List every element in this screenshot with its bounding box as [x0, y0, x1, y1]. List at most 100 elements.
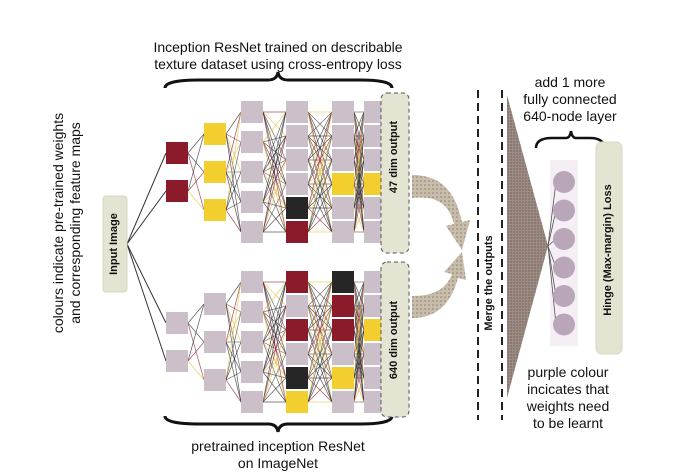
left-note: colours indicate pre-trained weights and… [50, 93, 86, 353]
top-node-l4-3 [332, 173, 354, 195]
top-edge [262, 135, 287, 203]
top-node-l2-2 [241, 161, 263, 183]
output-bottom-box [380, 261, 410, 418]
merge-triangle [507, 95, 548, 398]
top-edge [225, 133, 242, 203]
top-node-l3-4 [286, 197, 308, 219]
bottom-node-l4-0 [332, 271, 354, 293]
bottom-edge [262, 377, 287, 403]
top-edge [262, 201, 287, 233]
bottom-edge [262, 371, 287, 379]
top-edge [262, 135, 287, 173]
fc-node-1 [553, 199, 575, 222]
top-node-l0-1 [166, 180, 188, 202]
bottom-node-l2-4 [241, 391, 263, 413]
top-edge [262, 159, 287, 233]
top-edge [353, 159, 365, 233]
bottom-node-l1-2 [204, 369, 226, 391]
fc-brace [534, 130, 606, 149]
bottom-node-l2-0 [241, 271, 263, 293]
top-node-l3-5 [286, 221, 308, 243]
top-title-line1: Inception ResNet trained on describable [153, 39, 403, 55]
top-edge [307, 111, 333, 209]
bottom-edge [262, 281, 287, 307]
bottom-network-nodes [166, 271, 386, 413]
bottom-edge [225, 303, 242, 313]
top-edge [353, 135, 365, 233]
fc-edge [547, 245, 557, 297]
bottom-edge [307, 305, 333, 403]
top-edge [262, 171, 287, 209]
arrow-top [412, 175, 470, 250]
top-edge [262, 207, 287, 233]
bottom-edge [225, 379, 242, 403]
input-connections [126, 152, 167, 362]
top-edge [187, 171, 205, 192]
top-edge [225, 171, 242, 233]
left-note-line1: colours indicate pre-trained weights [50, 112, 66, 334]
top-edge [225, 171, 242, 203]
add-layer-line3: 640-node layer [523, 108, 617, 124]
bottom-edge [187, 360, 205, 381]
bottom-node-l0-1 [166, 350, 188, 372]
bottom-edge [262, 281, 287, 313]
bottom-edge [262, 305, 287, 343]
top-node-l3-3 [286, 173, 308, 195]
top-edge [225, 133, 242, 143]
bottom-node-l3-4 [286, 367, 308, 389]
bottom-edge [225, 303, 242, 403]
bottom-edge [262, 305, 287, 403]
fc-nodes [553, 171, 575, 336]
top-node-l3-0 [286, 101, 308, 123]
bottom-edge [307, 329, 333, 403]
top-edge [262, 141, 287, 185]
fc-node-0 [553, 171, 575, 193]
purple-note-line1: purple colour [527, 364, 609, 380]
bottom-edge [225, 311, 242, 381]
bottom-edge [262, 341, 287, 403]
bottom-node-l2-1 [241, 301, 263, 323]
bottom-edge [353, 281, 365, 307]
top-edge [307, 207, 333, 233]
bottom-edge [262, 311, 287, 403]
bottom-edge [262, 281, 287, 343]
bottom-node-l3-0 [286, 271, 308, 293]
top-edge [353, 111, 365, 137]
top-node-l4-0 [332, 101, 354, 123]
top-edge [262, 111, 287, 173]
bottom-edge [262, 341, 287, 379]
bottom-edge [262, 329, 287, 343]
bottom-edge [262, 329, 287, 403]
top-edge [353, 111, 365, 161]
top-edge [225, 133, 242, 233]
top-edge [262, 111, 287, 233]
bottom-node-l1-1 [204, 331, 226, 353]
top-edge [307, 183, 333, 233]
top-node-l2-1 [241, 131, 263, 153]
top-edge [225, 111, 242, 211]
bottom-edge [262, 311, 287, 331]
top-edge [262, 159, 287, 173]
top-edge [262, 111, 287, 137]
bottom-edge [307, 281, 333, 331]
top-node-l1-0 [204, 123, 226, 145]
fc-node-4 [553, 285, 575, 307]
top-node-l4-2 [332, 149, 354, 171]
bottom-edge [262, 311, 287, 355]
bottom-edge [307, 353, 333, 403]
bottom-edge [307, 281, 333, 355]
top-edge [353, 111, 365, 185]
bottom-edge [307, 281, 333, 379]
top-edge [262, 183, 287, 203]
bottom-edge [307, 281, 333, 307]
top-edge [262, 141, 287, 209]
bottom-edge [262, 281, 287, 373]
arrow-bottom [412, 252, 466, 318]
top-edge [225, 111, 242, 135]
bottom-edge [262, 311, 287, 379]
top-edge [262, 135, 287, 233]
fc-node-3 [553, 256, 575, 279]
input-edge [126, 243, 167, 324]
bottom-edge [225, 281, 242, 381]
